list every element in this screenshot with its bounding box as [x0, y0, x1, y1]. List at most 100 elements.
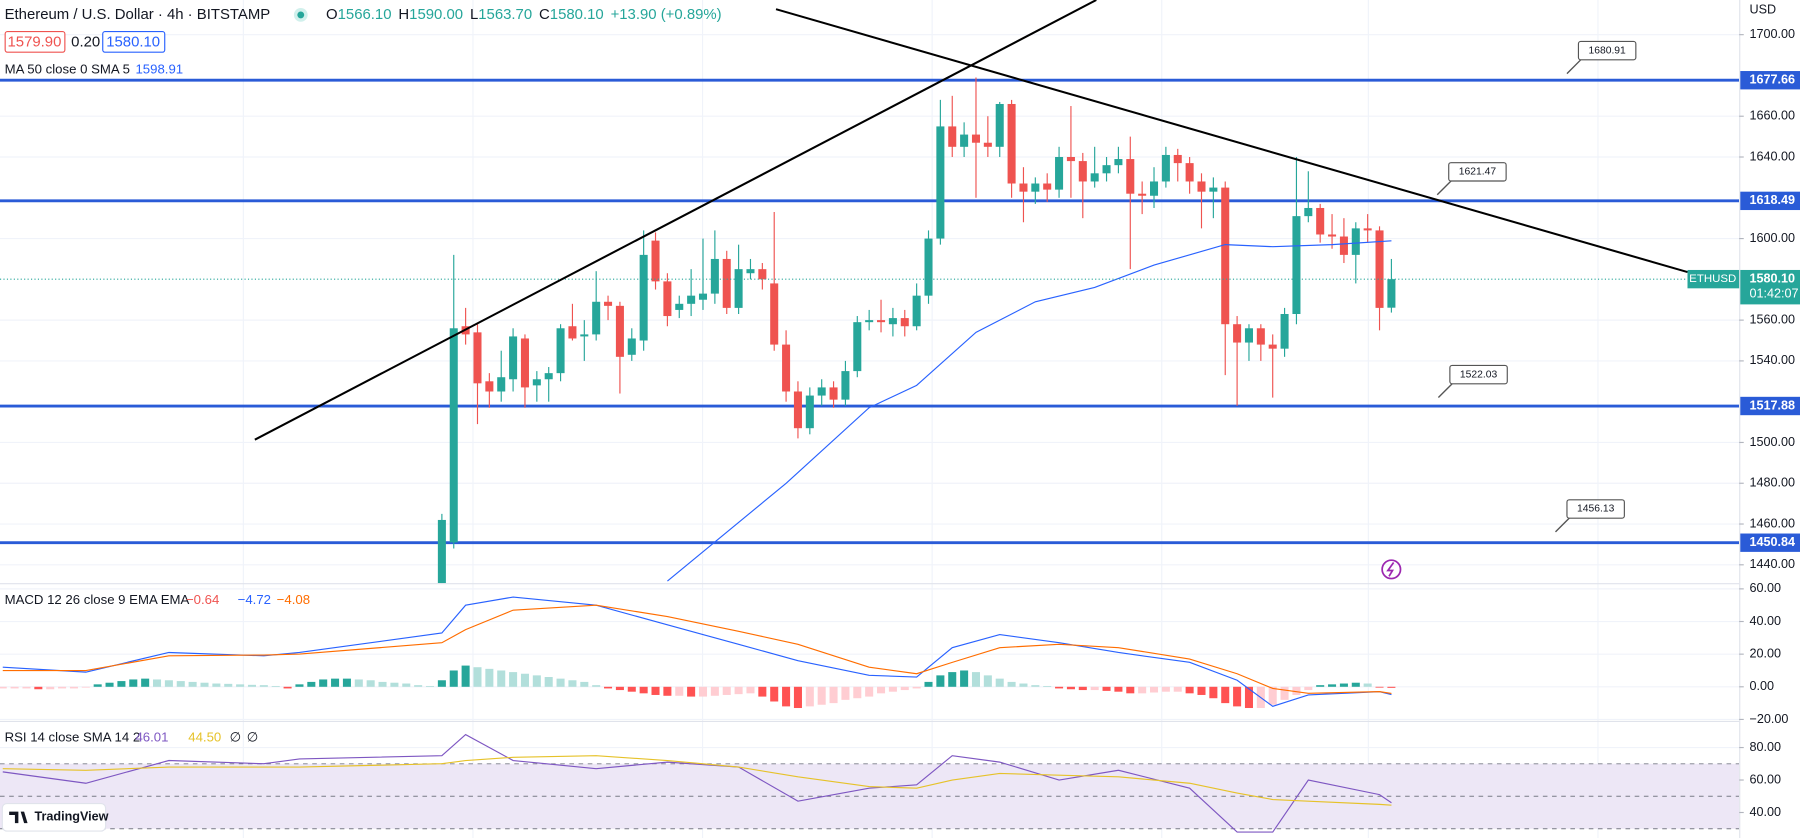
candle-body: [948, 126, 957, 147]
histogram-bar: [342, 678, 351, 687]
rsi-pane: [0, 733, 1740, 833]
histogram-bar: [687, 686, 696, 697]
callout-label: 1456.13: [1577, 504, 1615, 515]
candle-body: [497, 377, 506, 392]
logo-box[interactable]: [1, 802, 107, 832]
logo-text: TradingView: [34, 810, 108, 824]
candle-body: [1209, 187, 1218, 192]
price-pane: [0, 77, 1740, 584]
histogram-bar: [1161, 686, 1170, 692]
legend-value: ∅: [247, 730, 259, 745]
y-tick-label: 80.00: [1749, 740, 1781, 754]
candle-body: [758, 269, 767, 280]
y-tick-label: 60.00: [1749, 772, 1781, 786]
level-label-box: [1740, 191, 1800, 211]
histogram-bar: [1375, 686, 1384, 688]
histogram-bar: [865, 686, 874, 697]
bid-box[interactable]: [4, 30, 66, 53]
trendline: [254, 0, 1097, 441]
candle-body: [651, 240, 660, 282]
y-tick-label: 1460.00: [1749, 516, 1795, 530]
ohlc-key: O: [326, 6, 338, 23]
histogram-bar: [520, 673, 529, 687]
histogram-bar: [22, 686, 31, 689]
histogram-bar: [817, 686, 826, 705]
histogram-bar: [378, 681, 387, 687]
candle-body: [1304, 207, 1313, 217]
ask-box[interactable]: [102, 30, 166, 53]
candle-body: [520, 338, 529, 388]
histogram-bar: [69, 686, 78, 689]
callout-box: [1566, 499, 1625, 519]
candle-body: [1233, 324, 1242, 343]
histogram-bar: [176, 681, 185, 687]
candle-body: [912, 295, 921, 327]
ask-price: 1580.10: [106, 33, 160, 50]
candle-body: [1387, 279, 1396, 308]
histogram-bar: [995, 678, 1004, 687]
trendline: [775, 8, 1688, 274]
macd-line: [2, 596, 1392, 707]
currency[interactable]: USD: [1749, 3, 1776, 17]
histogram-bar: [1387, 686, 1396, 688]
callout-leader: [1554, 517, 1570, 533]
logo-icon: [9, 811, 28, 824]
candle-body: [1138, 193, 1147, 196]
rsi-band: [0, 763, 1740, 829]
y-tick-label: 40.00: [1749, 614, 1781, 628]
histogram-bar: [793, 686, 802, 709]
candle-body: [1185, 163, 1194, 182]
candle-body: [1007, 103, 1016, 184]
candle-body: [1126, 159, 1135, 194]
histogram-bar: [900, 686, 909, 691]
histogram-bar: [710, 686, 719, 696]
histogram-bar: [698, 686, 708, 697]
y-tick-label: 20.00: [1749, 646, 1781, 660]
histogram-bar: [1316, 685, 1325, 687]
ohlc-key: C: [539, 6, 550, 23]
histogram-bar: [129, 679, 138, 687]
legend-value: −4.08: [277, 592, 310, 607]
macd-pane: [0, 596, 1396, 709]
level-label-box: [1740, 71, 1800, 90]
candle-body: [449, 328, 458, 543]
y-tick-label: 0.00: [1749, 679, 1774, 693]
histogram-bar: [1019, 683, 1028, 687]
histogram-bar: [425, 685, 435, 687]
histogram-bar: [236, 684, 245, 687]
histogram-bar: [746, 686, 755, 694]
level-label-box: [1740, 396, 1800, 416]
histogram-bar: [0, 686, 7, 689]
histogram-bar: [1268, 686, 1277, 705]
symbol-tag-text: ETHUSD: [1689, 273, 1736, 285]
histogram-bar: [437, 680, 446, 687]
histogram-bar: [390, 682, 399, 687]
histogram-bar: [164, 680, 173, 687]
candle-body: [1114, 159, 1123, 166]
candle-body: [1328, 234, 1337, 237]
candle-body: [1351, 228, 1360, 255]
rsi-legend: RSI 14 close SMA 14 2: [5, 730, 141, 745]
ma-legend: MA 50 close 0 SMA 5: [5, 62, 130, 77]
histogram-bar: [331, 678, 340, 687]
bid-price: 1579.90: [7, 33, 61, 50]
histogram-bar: [271, 685, 280, 687]
candle-body: [865, 320, 874, 323]
histogram-bar: [1078, 686, 1087, 691]
legend-value: −0.64: [186, 592, 219, 607]
histogram-bar: [758, 686, 767, 697]
ma-line: [667, 240, 1392, 582]
histogram-bar: [1221, 686, 1230, 704]
price-axis: [1739, 0, 1800, 838]
histogram-bar: [556, 678, 565, 687]
alert-icon[interactable]: [1381, 559, 1402, 580]
candle-body: [853, 322, 862, 372]
candle-body: [532, 379, 541, 386]
histogram-bar: [153, 679, 162, 687]
histogram-bar: [604, 686, 613, 689]
y-tick-label: 1640.00: [1749, 149, 1795, 163]
rsi-line: [2, 755, 1392, 806]
candle-body: [615, 305, 624, 357]
